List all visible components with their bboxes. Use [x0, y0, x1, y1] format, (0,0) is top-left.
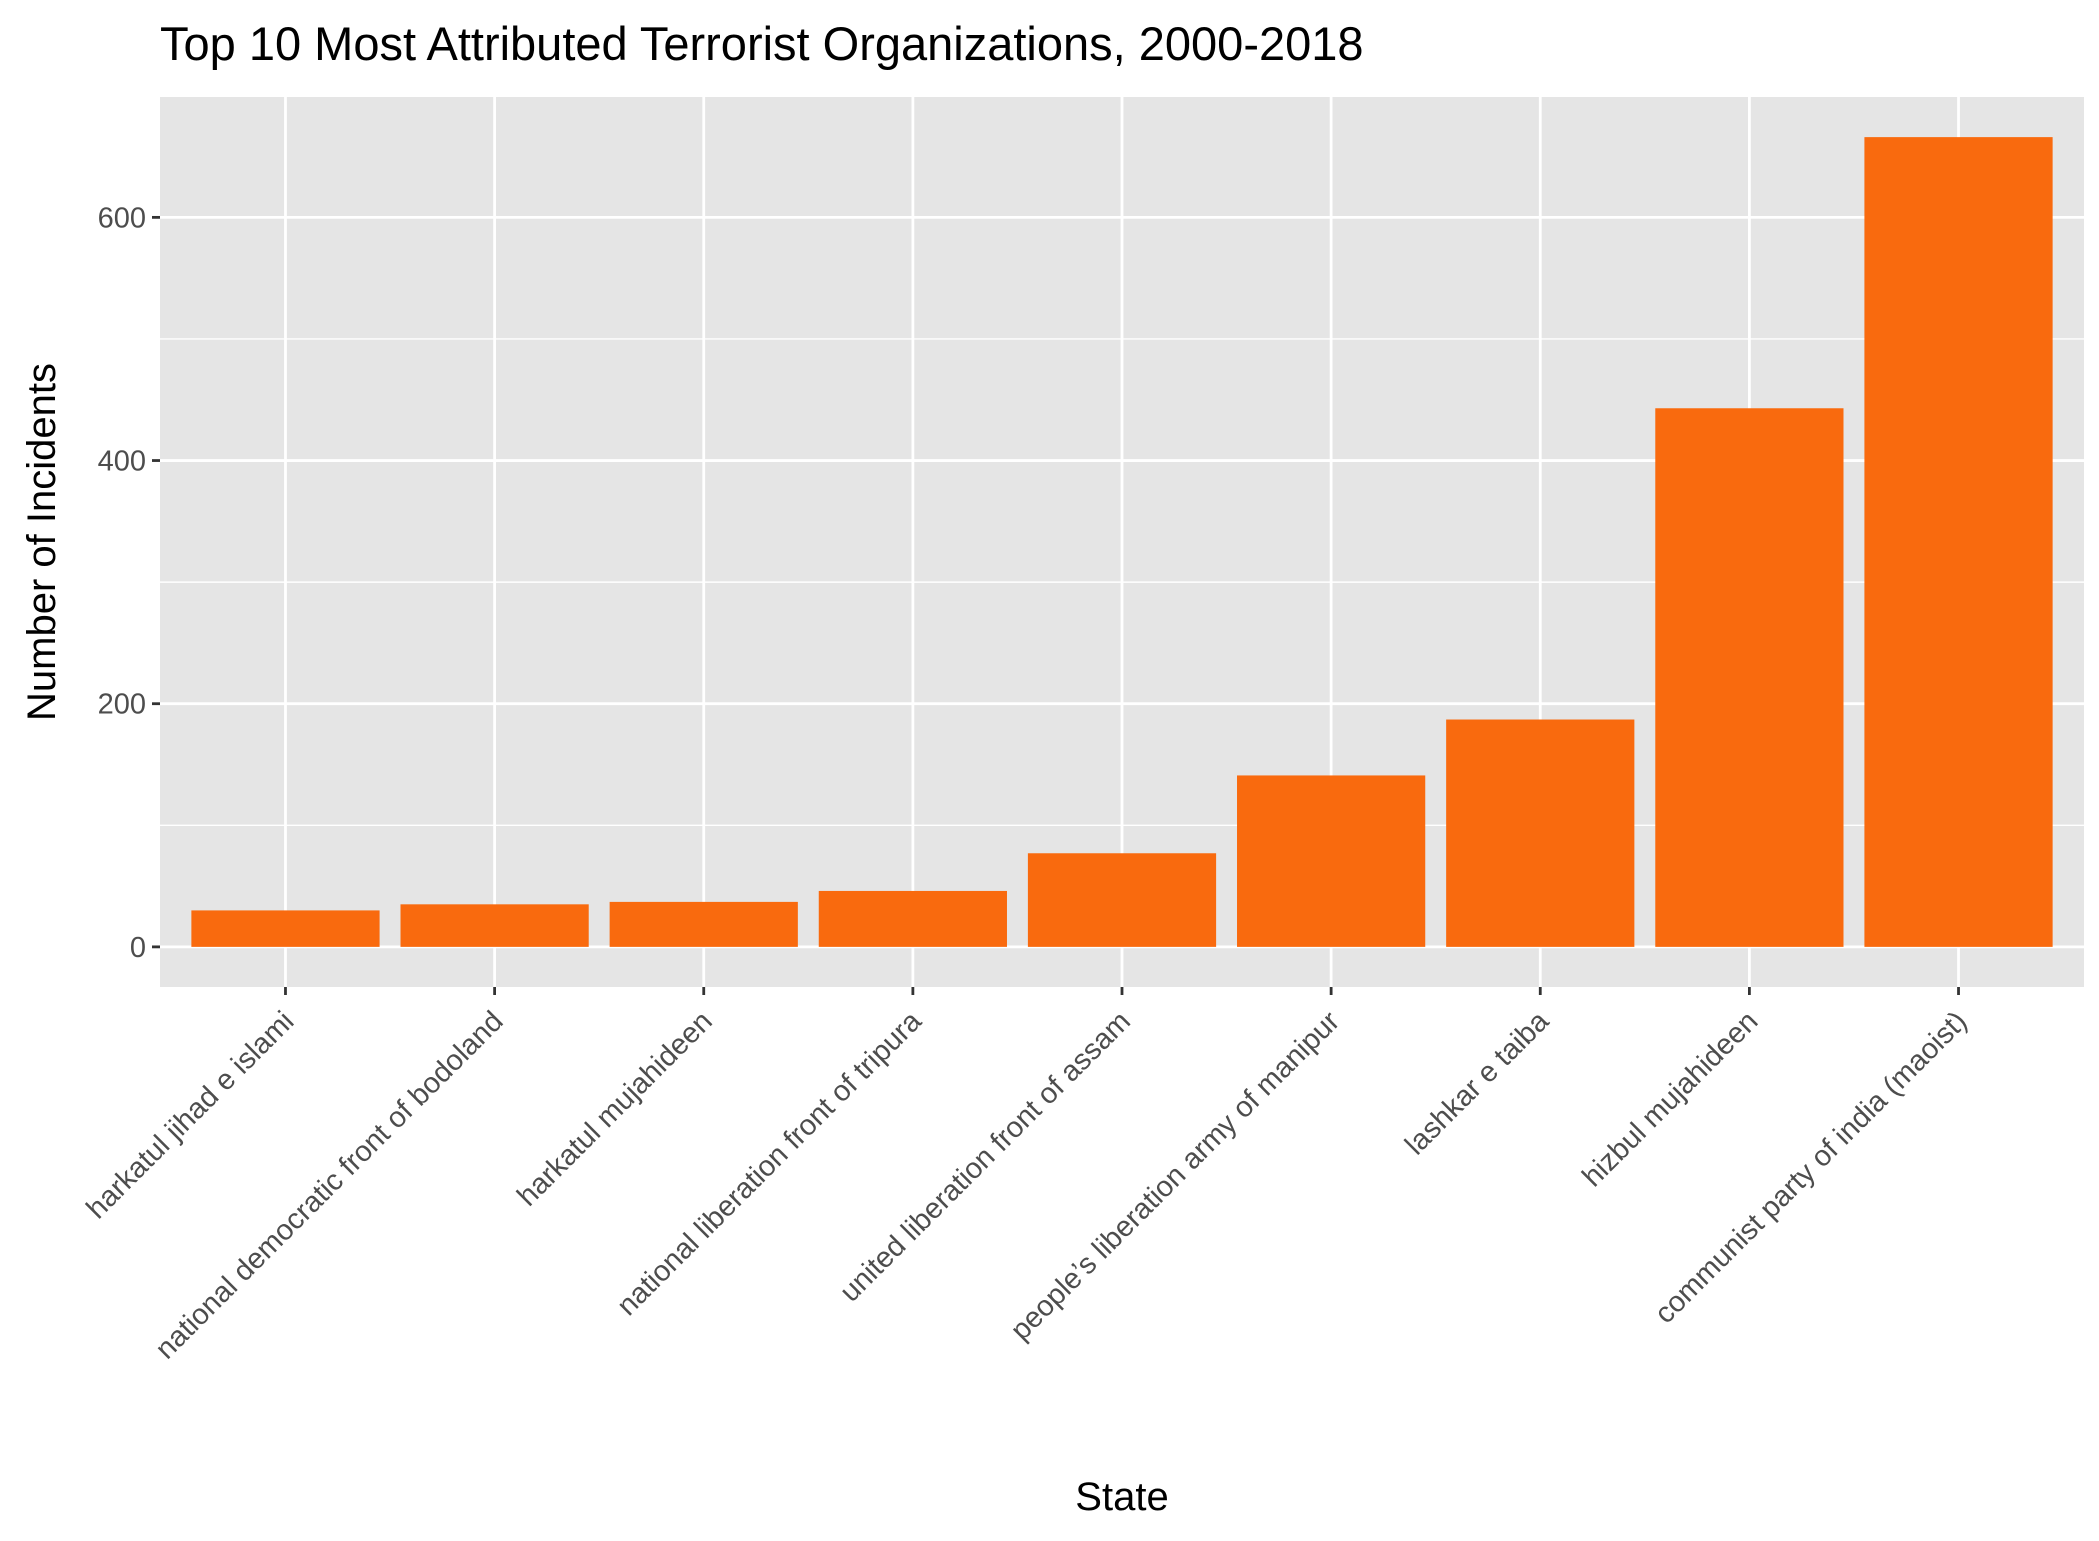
- bar: [1864, 137, 2053, 947]
- bar: [818, 890, 1007, 947]
- bar: [1446, 719, 1635, 947]
- x-tick-label: harkatul jihad e islami: [81, 1005, 301, 1225]
- y-tick-label: 600: [98, 202, 146, 234]
- y-axis-title: Number of Incidents: [20, 363, 64, 721]
- x-axis-title: State: [1075, 1475, 1168, 1519]
- y-tick-label: 200: [98, 689, 146, 721]
- chart-title: Top 10 Most Attributed Terrorist Organiz…: [160, 17, 1364, 70]
- x-tick-label: harkatul mujahideen: [511, 1005, 718, 1212]
- x-tick-label: lashkar e taiba: [1399, 1005, 1556, 1162]
- bar: [1237, 775, 1426, 947]
- y-axis: 0 200 400 600: [98, 202, 160, 964]
- bar: [1027, 853, 1217, 947]
- y-tick-label: 0: [130, 932, 146, 964]
- x-tick-label: people’s liberation army of manipur: [1005, 1005, 1347, 1347]
- x-tick-label: national democratic front of bodoland: [149, 1005, 509, 1365]
- bar: [1655, 408, 1844, 947]
- bar: [191, 910, 380, 947]
- y-tick-label: 400: [98, 446, 146, 478]
- bar: [609, 901, 798, 947]
- bars: [191, 137, 2053, 947]
- bar: [400, 904, 589, 947]
- x-tick-label: hizbul mujahideen: [1576, 1005, 1764, 1193]
